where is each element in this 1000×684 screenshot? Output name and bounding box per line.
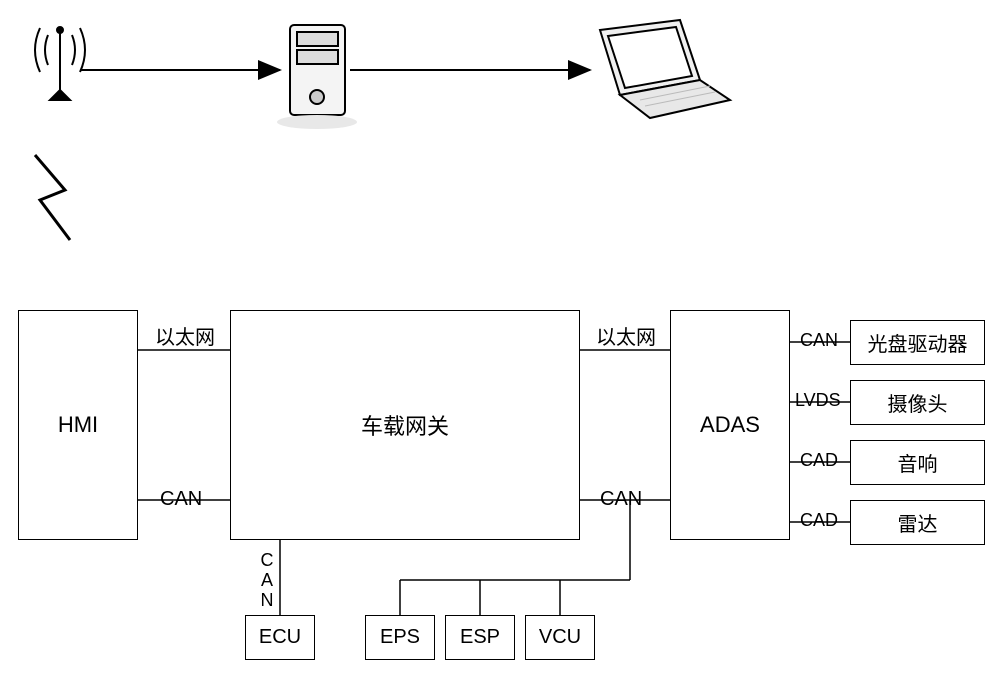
label-adas-radar: CAD	[800, 510, 838, 531]
node-radar: 雷达	[850, 500, 985, 545]
node-hmi-label: HMI	[58, 412, 98, 438]
node-eps: EPS	[365, 615, 435, 660]
node-vcu-label: VCU	[539, 626, 581, 649]
label-adas-cdrom: CAN	[800, 330, 838, 351]
antenna-icon	[35, 27, 85, 100]
label-gw-adas-bot: CAN	[600, 488, 642, 511]
node-radar-label: 雷达	[898, 508, 938, 537]
node-audio: 音响	[850, 440, 985, 485]
node-gateway: 车载网关	[230, 310, 580, 540]
node-adas: ADAS	[670, 310, 790, 540]
node-camera: 摄像头	[850, 380, 985, 425]
node-esp-label: ESP	[460, 626, 500, 649]
node-hmi: HMI	[18, 310, 138, 540]
server-icon	[277, 25, 357, 129]
wireless-bolt-icon	[35, 155, 70, 240]
label-gw-adas-top: 以太网	[596, 328, 656, 349]
label-hmi-gw-top: 以太网	[155, 328, 215, 349]
node-cdrom: 光盘驱动器	[850, 320, 985, 365]
node-ecu-label: ECU	[259, 626, 301, 649]
diagram-canvas: HMI 车载网关 ADAS ECU EPS ESP VCU 光盘驱动器 摄像头 …	[0, 0, 1000, 684]
laptop-icon	[600, 20, 730, 118]
label-adas-camera: LVDS	[795, 390, 841, 411]
node-ecu: ECU	[245, 615, 315, 660]
node-eps-label: EPS	[380, 626, 420, 649]
label-adas-audio: CAD	[800, 450, 838, 471]
node-cdrom-label: 光盘驱动器	[868, 328, 968, 357]
node-adas-label: ADAS	[700, 412, 760, 438]
label-hmi-gw-bot: CAN	[160, 488, 202, 511]
node-camera-label: 摄像头	[888, 388, 948, 417]
node-gateway-label: 车载网关	[361, 409, 449, 441]
node-audio-label: 音响	[898, 448, 938, 477]
label-gw-ecu: CAN	[256, 550, 277, 610]
node-vcu: VCU	[525, 615, 595, 660]
node-esp: ESP	[445, 615, 515, 660]
